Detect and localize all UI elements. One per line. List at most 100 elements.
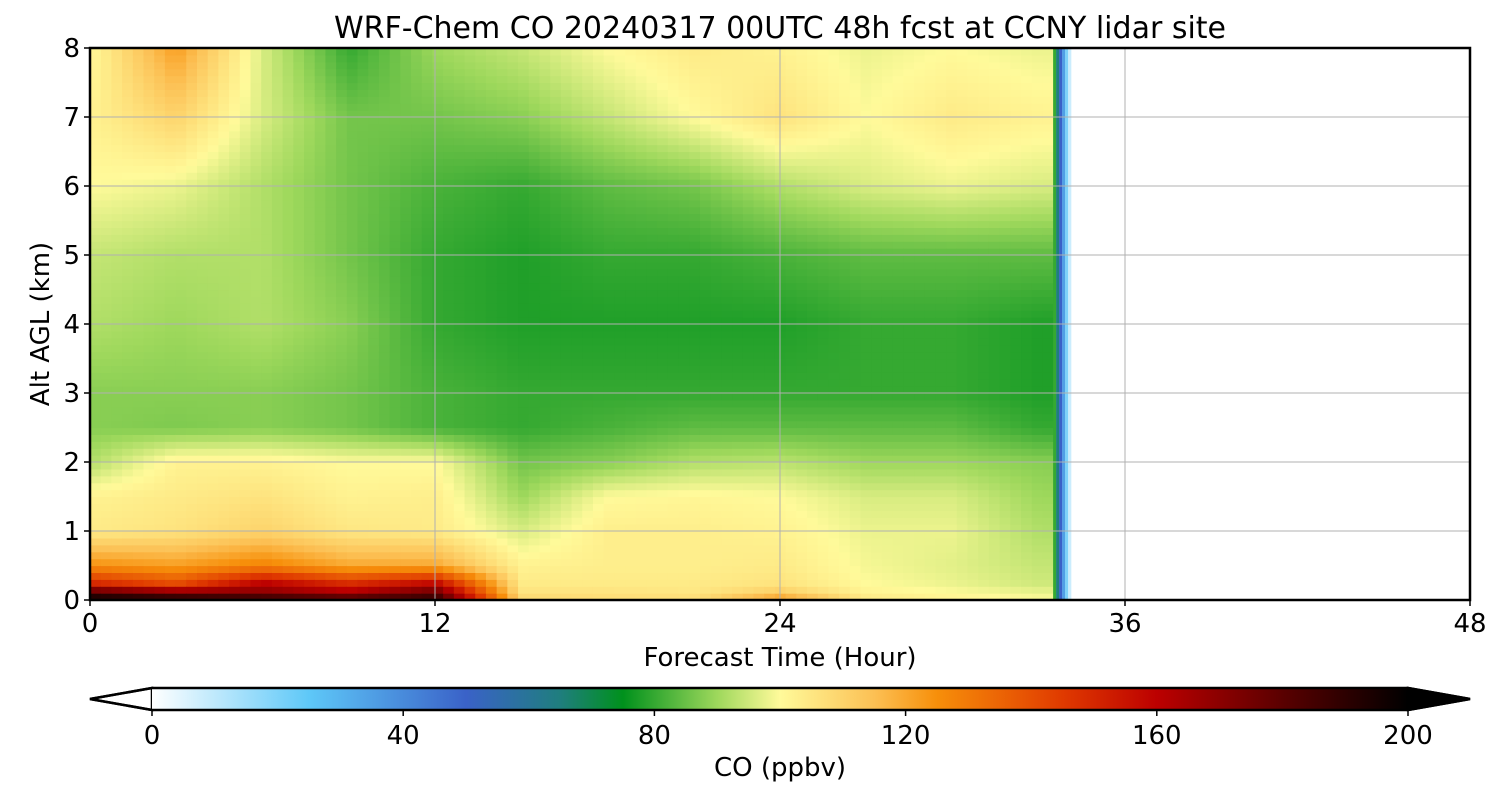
heatmap-cell	[143, 317, 155, 325]
heatmap-cell	[164, 213, 177, 222]
heatmap-cell	[742, 510, 755, 518]
heatmap-cell	[475, 593, 487, 600]
heatmap-cell	[314, 234, 327, 242]
heatmap-cell	[197, 565, 209, 573]
heatmap-cell	[699, 420, 712, 429]
heatmap-cell	[175, 579, 187, 587]
heatmap-cell	[111, 172, 123, 180]
heatmap-cell	[699, 427, 712, 435]
heatmap-cell	[742, 234, 755, 242]
heatmap-cell	[400, 165, 412, 173]
heatmap-cell	[646, 213, 658, 222]
heatmap-cell	[635, 68, 648, 77]
heatmap-cell	[689, 462, 701, 470]
heatmap-cell	[250, 89, 262, 97]
heatmap-cell	[314, 579, 327, 587]
heatmap-cell	[143, 537, 155, 546]
heatmap-cell	[304, 248, 316, 256]
heatmap-cell	[304, 255, 316, 263]
heatmap-cell	[443, 427, 455, 435]
heatmap-cell	[207, 303, 220, 311]
heatmap-cell	[197, 399, 209, 408]
heatmap-cell	[421, 268, 434, 277]
heatmap-cell	[186, 462, 198, 470]
heatmap-cell	[175, 330, 187, 339]
heatmap-cell	[175, 372, 187, 380]
heatmap-cell	[699, 241, 712, 249]
heatmap-cell	[357, 137, 369, 146]
heatmap-cell	[721, 434, 733, 442]
heatmap-cell	[721, 393, 733, 401]
heatmap-cell	[357, 475, 369, 484]
heatmap-cell	[432, 61, 444, 70]
heatmap-cell	[721, 558, 733, 567]
heatmap-cell	[239, 61, 252, 70]
heatmap-cell	[186, 130, 198, 139]
heatmap-cell	[667, 317, 680, 325]
heatmap-cell	[699, 455, 712, 463]
heatmap-cell	[699, 68, 712, 77]
heatmap-cell	[143, 268, 155, 277]
heatmap-cell	[336, 586, 348, 594]
heatmap-cell	[699, 537, 712, 546]
heatmap-cell	[164, 89, 177, 97]
heatmap-cell	[699, 75, 712, 84]
heatmap-cell	[175, 282, 187, 291]
heatmap-cell	[550, 268, 562, 277]
heatmap-cell	[571, 110, 583, 118]
heatmap-cell	[528, 248, 541, 256]
heatmap-cell	[271, 379, 284, 387]
heatmap-cell	[582, 324, 594, 332]
heatmap-cell	[336, 54, 348, 63]
heatmap-cell	[261, 96, 273, 104]
heatmap-cell	[90, 434, 102, 442]
heatmap-cell	[582, 489, 594, 498]
heatmap-cell	[539, 117, 551, 125]
heatmap-cell	[154, 303, 166, 311]
heatmap-cell	[518, 468, 530, 477]
heatmap-cell	[518, 372, 530, 380]
heatmap-cell	[614, 441, 626, 449]
heatmap-cell	[261, 565, 273, 573]
heatmap-cell	[261, 241, 273, 249]
heatmap-cell	[282, 544, 294, 553]
heatmap-cell	[464, 186, 476, 194]
heatmap-cell	[389, 441, 401, 449]
heatmap-cell	[229, 524, 241, 532]
heatmap-cell	[485, 75, 498, 84]
heatmap-cell	[357, 82, 369, 90]
heatmap-cell	[175, 289, 187, 297]
heatmap-cell	[122, 586, 134, 594]
heatmap-cell	[143, 531, 155, 539]
heatmap-cell	[346, 379, 359, 387]
heatmap-cell	[271, 303, 284, 311]
heatmap-cell	[689, 482, 701, 491]
heatmap-cell	[657, 275, 669, 284]
heatmap-cell	[507, 468, 519, 477]
heatmap-cell	[453, 579, 466, 587]
heatmap-cell	[368, 130, 380, 139]
heatmap-cell	[667, 330, 680, 339]
heatmap-cell	[614, 572, 626, 580]
heatmap-cell	[239, 399, 252, 408]
heatmap-cell	[143, 365, 155, 373]
heatmap-cell	[657, 255, 669, 263]
heatmap-cell	[646, 199, 658, 208]
heatmap-cell	[518, 227, 530, 235]
heatmap-cell	[229, 558, 241, 567]
heatmap-cell	[132, 324, 145, 332]
heatmap-cell	[90, 558, 102, 567]
heatmap-cell	[400, 448, 412, 456]
heatmap-cell	[122, 565, 134, 573]
heatmap-cell	[667, 558, 680, 567]
heatmap-cell	[411, 420, 423, 429]
heatmap-cell	[518, 455, 530, 463]
heatmap-cell	[314, 544, 327, 553]
heatmap-cell	[239, 241, 252, 249]
heatmap-cell	[261, 510, 273, 518]
heatmap-cell	[657, 213, 669, 222]
heatmap-cell	[539, 365, 551, 373]
heatmap-cell	[464, 544, 476, 553]
heatmap-cell	[732, 468, 744, 477]
heatmap-cell	[175, 179, 187, 187]
